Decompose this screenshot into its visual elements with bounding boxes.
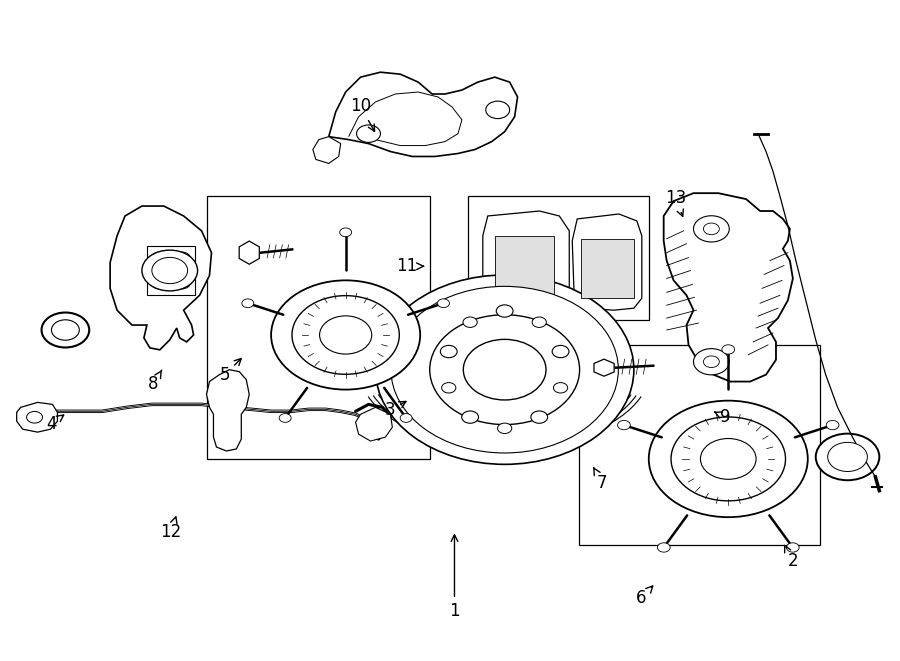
Text: 10: 10 xyxy=(350,97,374,132)
Circle shape xyxy=(151,252,168,265)
Polygon shape xyxy=(594,359,614,376)
Circle shape xyxy=(173,276,191,289)
Circle shape xyxy=(292,295,400,374)
Polygon shape xyxy=(482,211,570,308)
Circle shape xyxy=(828,442,868,471)
Polygon shape xyxy=(239,241,259,264)
Text: 8: 8 xyxy=(148,370,162,393)
Text: 5: 5 xyxy=(220,358,241,384)
Circle shape xyxy=(463,317,477,327)
Circle shape xyxy=(671,417,786,501)
Circle shape xyxy=(496,305,513,317)
Circle shape xyxy=(279,414,292,422)
Text: 7: 7 xyxy=(594,468,608,492)
Circle shape xyxy=(429,315,580,424)
Circle shape xyxy=(694,215,729,242)
Text: 6: 6 xyxy=(636,586,652,607)
Circle shape xyxy=(437,299,449,307)
Circle shape xyxy=(815,434,879,481)
Polygon shape xyxy=(328,72,518,157)
Circle shape xyxy=(173,252,191,265)
Text: 12: 12 xyxy=(160,517,182,541)
Circle shape xyxy=(27,411,42,423)
Circle shape xyxy=(462,411,479,423)
Circle shape xyxy=(51,320,79,340)
Circle shape xyxy=(700,438,756,479)
Polygon shape xyxy=(348,92,462,145)
Circle shape xyxy=(649,401,808,517)
Polygon shape xyxy=(356,407,392,441)
Circle shape xyxy=(694,348,729,375)
Circle shape xyxy=(657,543,670,552)
Circle shape xyxy=(787,543,799,552)
Circle shape xyxy=(339,228,352,237)
Circle shape xyxy=(722,345,734,354)
Circle shape xyxy=(440,346,457,358)
Circle shape xyxy=(617,420,630,430)
Polygon shape xyxy=(206,369,249,451)
Circle shape xyxy=(356,125,381,142)
Text: 9: 9 xyxy=(715,408,731,426)
Circle shape xyxy=(486,101,509,118)
Text: 3: 3 xyxy=(385,401,406,420)
Circle shape xyxy=(498,423,512,434)
Polygon shape xyxy=(495,236,554,295)
Polygon shape xyxy=(572,214,642,310)
Circle shape xyxy=(400,414,412,422)
Polygon shape xyxy=(110,206,212,350)
Circle shape xyxy=(142,250,198,291)
Circle shape xyxy=(553,346,569,358)
Circle shape xyxy=(271,280,420,389)
Circle shape xyxy=(826,420,839,430)
Circle shape xyxy=(464,339,546,400)
Circle shape xyxy=(375,275,634,464)
Text: 13: 13 xyxy=(665,189,686,216)
Circle shape xyxy=(442,383,456,393)
Text: 1: 1 xyxy=(449,535,460,620)
Circle shape xyxy=(151,276,168,289)
Polygon shape xyxy=(147,246,194,295)
Circle shape xyxy=(320,316,372,354)
Polygon shape xyxy=(313,137,341,163)
Circle shape xyxy=(554,383,568,393)
Circle shape xyxy=(391,286,618,453)
Polygon shape xyxy=(663,193,793,381)
Polygon shape xyxy=(17,403,58,432)
Text: 2: 2 xyxy=(785,545,798,570)
Circle shape xyxy=(242,299,254,307)
Circle shape xyxy=(41,313,89,348)
Circle shape xyxy=(531,411,547,423)
Text: 4: 4 xyxy=(47,414,64,432)
Circle shape xyxy=(532,317,546,327)
Polygon shape xyxy=(581,239,634,298)
Text: 11: 11 xyxy=(396,257,424,275)
